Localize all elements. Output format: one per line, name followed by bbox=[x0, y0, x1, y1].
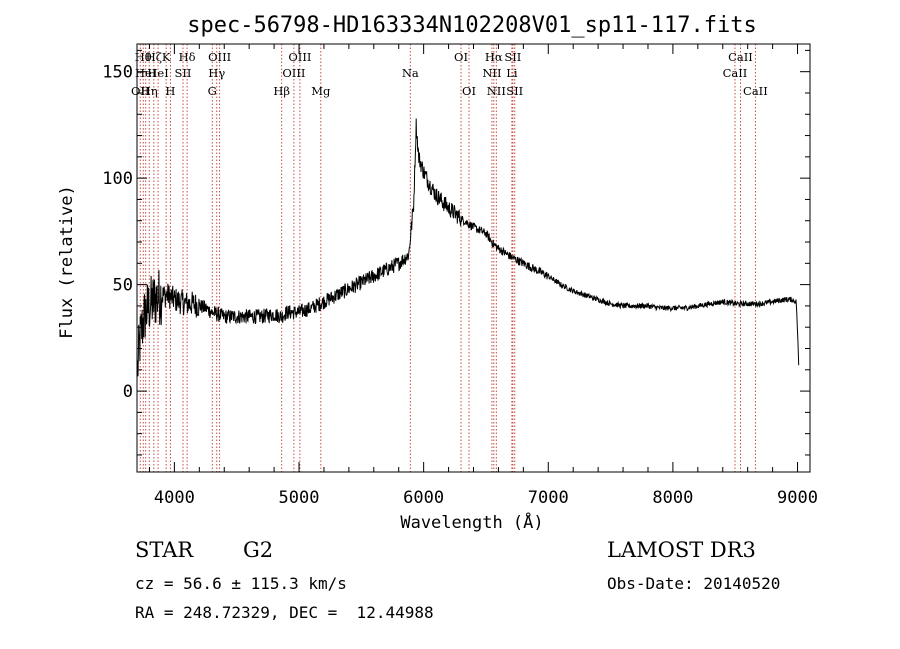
spectral-line-label-17: Na bbox=[402, 66, 419, 80]
spectral-line-label-2: HeI bbox=[135, 66, 156, 80]
spectral-line-label-20: NII bbox=[482, 66, 501, 80]
spectrum-line bbox=[137, 118, 800, 377]
x-axis-label: Wavelength (Å) bbox=[400, 511, 543, 533]
x-tick-label-2: 6000 bbox=[403, 488, 444, 508]
spectral-line-label-12: OIII bbox=[208, 50, 231, 64]
plot-frame bbox=[136, 43, 811, 473]
redshift-velocity: cz = 56.6 ± 115.3 km/s bbox=[135, 574, 347, 593]
spectral-line-label-27: CaII bbox=[728, 50, 753, 64]
spectral-line-label-22: NII bbox=[487, 84, 506, 98]
spectral-line-labels: OIIHθHeIHηHζHeIKHSIIHδGHγOIIIHβOIIIOIIIM… bbox=[131, 50, 768, 98]
survey-name: LAMOST DR3 bbox=[607, 538, 756, 562]
x-tick-label-1: 5000 bbox=[279, 488, 320, 508]
spectral-line-label-5: HeI bbox=[147, 66, 168, 80]
spectral-line-label-15: OIII bbox=[288, 50, 311, 64]
spectral-line-label-10: G bbox=[208, 84, 217, 98]
spectral-line-label-0: OII bbox=[131, 84, 150, 98]
spectral-line-label-1: Hθ bbox=[135, 50, 152, 64]
spectral-line-label-3: Hη bbox=[141, 84, 158, 98]
observation-date: Obs-Date: 20140520 bbox=[607, 574, 781, 593]
y-tick-label-0: 0 bbox=[123, 382, 133, 402]
axis-ticks bbox=[137, 44, 810, 472]
spectral-line-label-19: OI bbox=[462, 84, 476, 98]
spectral-line-label-23: Li bbox=[506, 66, 518, 80]
chart-title: spec-56798-HD163334N102208V01_sp11-117.f… bbox=[187, 13, 757, 38]
spectral-line-label-6: K bbox=[162, 50, 171, 64]
spectral-line-label-14: OIII bbox=[282, 66, 305, 80]
spectral-line-label-18: OI bbox=[454, 50, 468, 64]
spectral-line-label-25: SII bbox=[506, 84, 523, 98]
y-tick-label-2: 100 bbox=[102, 169, 133, 189]
x-tick-label-0: 4000 bbox=[154, 488, 195, 508]
spectral-line-label-26: CaII bbox=[723, 66, 748, 80]
spectral-line-label-16: Mg bbox=[311, 84, 331, 98]
spectral-line-label-21: Hα bbox=[485, 50, 503, 64]
axis-tick-labels: 4000 5000 6000 7000 8000 9000 0 50 100 150 bbox=[102, 63, 818, 508]
y-axis-label: Flux (relative) bbox=[57, 185, 77, 339]
spectral-line-markers bbox=[139, 44, 756, 472]
spectral-line-label-24: SII bbox=[504, 50, 521, 64]
object-class: STAR bbox=[135, 538, 194, 562]
y-tick-label-1: 50 bbox=[113, 276, 133, 296]
coordinates: RA = 248.72329, DEC = 12.44988 bbox=[135, 603, 434, 622]
spectral-line-label-28: CaII bbox=[743, 84, 768, 98]
x-tick-label-5: 9000 bbox=[777, 488, 818, 508]
x-tick-label-3: 7000 bbox=[528, 488, 569, 508]
spectral-line-label-13: Hβ bbox=[273, 84, 290, 98]
spectral-line-label-9: Hδ bbox=[179, 50, 196, 64]
spectral-line-label-4: Hζ bbox=[146, 50, 162, 64]
spectral-line-label-8: SII bbox=[175, 66, 192, 80]
object-subclass: G2 bbox=[243, 538, 274, 562]
x-tick-label-4: 8000 bbox=[652, 488, 693, 508]
y-tick-label-3: 150 bbox=[102, 63, 133, 83]
spectral-line-label-7: H bbox=[165, 84, 175, 98]
spectral-line-label-11: Hγ bbox=[208, 66, 225, 80]
